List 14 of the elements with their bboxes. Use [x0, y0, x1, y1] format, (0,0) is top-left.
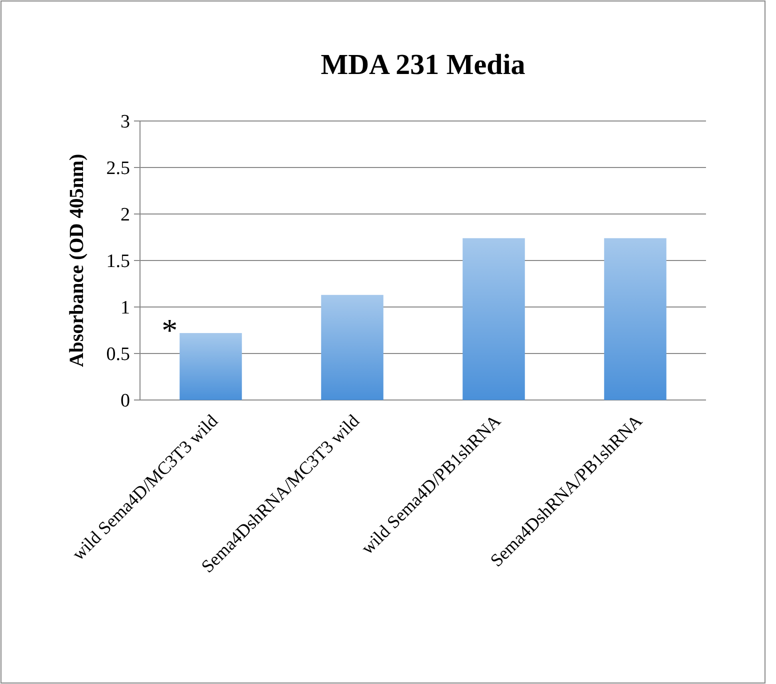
chart-title: MDA 231 Media	[320, 49, 526, 81]
annotation: *	[162, 312, 178, 348]
y-tick-label: 3	[120, 112, 130, 133]
bar	[604, 238, 666, 400]
y-tick-label: 0.5	[106, 344, 130, 366]
y-tick-label: 0	[120, 390, 130, 412]
y-tick-label: 1.5	[106, 251, 130, 272]
y-tick-label: 2.5	[106, 158, 130, 180]
y-tick-label: 1	[120, 298, 130, 319]
bar	[462, 238, 525, 400]
bar	[180, 333, 242, 400]
y-axis-title: Absorbance (OD 405nm)	[66, 154, 88, 368]
bar	[321, 294, 384, 400]
y-tick-label: 2	[120, 204, 130, 226]
